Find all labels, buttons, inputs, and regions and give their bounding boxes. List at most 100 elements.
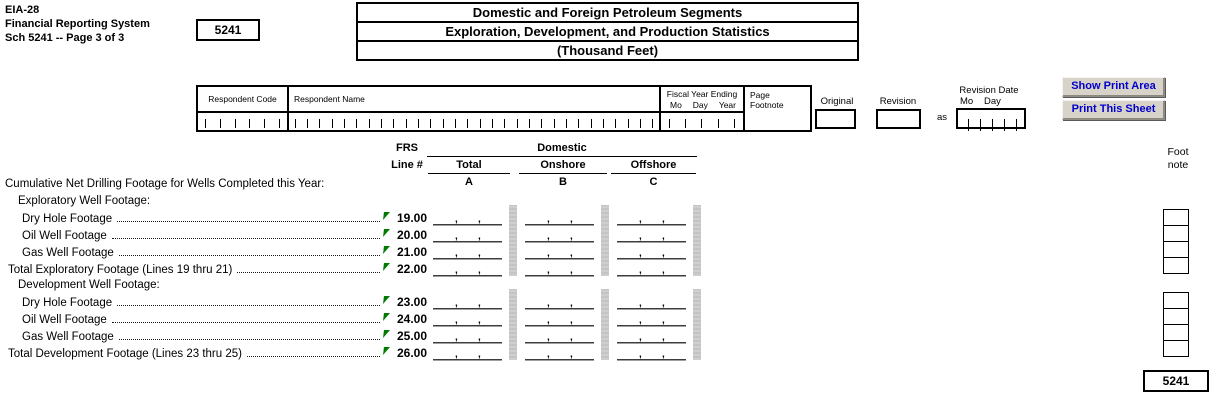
column-separator (601, 289, 609, 360)
data-entry-cell[interactable]: ,, (525, 259, 594, 276)
revision-checkbox[interactable] (876, 109, 921, 129)
footnote-box[interactable] (1163, 308, 1189, 325)
data-entry-cell[interactable]: ,, (617, 343, 686, 360)
page-footnote-label-2: Footnote (750, 100, 784, 110)
data-entry-cell[interactable]: ,, (525, 242, 594, 259)
data-entry-cell[interactable]: ,, (525, 309, 594, 326)
revision-date-input[interactable] (956, 108, 1026, 131)
tick (249, 119, 251, 128)
dotted-leader (111, 238, 380, 239)
fiscal-mo-label: Mo (670, 100, 682, 110)
data-entry-cell[interactable]: ,, (525, 343, 594, 360)
tick (980, 119, 981, 131)
as-label: as (937, 112, 948, 123)
dotted-leader (111, 322, 380, 323)
sheet-label: Sch 5241 -- Page 3 of 3 (5, 32, 125, 44)
offshore-column-header: Offshore (630, 159, 677, 171)
data-entry-cell[interactable]: ,, (433, 208, 502, 225)
tick (294, 119, 296, 128)
data-entry-cell[interactable]: ,, (433, 326, 502, 343)
tick (442, 119, 444, 128)
revision-label: Revision (879, 96, 917, 107)
comment-flag-icon (383, 313, 390, 321)
data-entry-cell[interactable]: ,, (617, 292, 686, 309)
fiscal-yr-label: Year (718, 100, 736, 110)
fiscal-day-label: Day (692, 100, 708, 110)
frs-line-number: 21.00 (396, 245, 427, 259)
footnote-box[interactable] (1163, 324, 1189, 341)
schedule-code-box-top: 5241 (196, 19, 260, 41)
show-print-area-button[interactable]: Show Print Area (1062, 77, 1165, 97)
data-entry-cell[interactable]: ,, (617, 309, 686, 326)
tick (219, 119, 221, 128)
tick (652, 119, 654, 128)
offshore-underline (611, 173, 696, 174)
tick (992, 119, 993, 131)
page-footnote-field[interactable]: Page Footnote (743, 87, 806, 130)
respondent-name-input[interactable] (287, 111, 659, 130)
tick (368, 119, 370, 128)
data-entry-cell[interactable]: ,, (525, 292, 594, 309)
tick (668, 119, 670, 128)
group2-title: Development Well Footage: (18, 279, 160, 291)
fiscal-year-header: Fiscal Year Ending Mo Day Year (659, 87, 743, 111)
data-entry-cell[interactable]: ,, (617, 259, 686, 276)
title-line-2: Exploration, Development, and Production… (356, 21, 859, 42)
footnote-box[interactable] (1163, 340, 1189, 357)
footnote-box[interactable] (1163, 257, 1189, 274)
print-this-sheet-button[interactable]: Print This Sheet (1062, 100, 1165, 120)
row-label: Dry Hole Footage (22, 213, 113, 225)
data-entry-cell[interactable]: ,, (617, 242, 686, 259)
footnote-box[interactable] (1163, 292, 1189, 309)
row-oil-well-development: Oil Well Footage 24.00 (22, 312, 427, 326)
data-entry-cell[interactable]: ,, (525, 326, 594, 343)
row-dry-hole-development: Dry Hole Footage 23.00 (22, 295, 427, 309)
row-label: Dry Hole Footage (22, 297, 113, 309)
tick (479, 119, 481, 128)
data-entry-cell[interactable]: ,, (433, 309, 502, 326)
fiscal-year-input[interactable] (659, 111, 743, 130)
data-entry-cell[interactable]: ,, (433, 292, 502, 309)
column-separator (601, 205, 609, 276)
footnote-box[interactable] (1163, 241, 1189, 258)
data-entry-cell[interactable]: ,, (525, 208, 594, 225)
domestic-header: Domestic (537, 142, 587, 154)
footnote-box[interactable] (1163, 225, 1189, 242)
footnote-box[interactable] (1163, 209, 1189, 226)
respondent-name-label: Respondent Name (287, 87, 659, 111)
comment-flag-icon (383, 347, 390, 355)
tick (430, 119, 432, 128)
row-label: Gas Well Footage (22, 247, 114, 259)
column-separator (509, 289, 517, 360)
dotted-leader (117, 221, 380, 222)
original-checkbox[interactable] (815, 109, 856, 129)
tick (528, 119, 530, 128)
tick (264, 119, 266, 128)
title-box: Domestic and Foreign Petroleum Segments … (356, 2, 859, 61)
data-entry-cell[interactable]: ,, (433, 343, 502, 360)
tick (717, 119, 719, 128)
data-entry-cell[interactable]: ,, (433, 242, 502, 259)
data-entry-cell[interactable]: ,, (433, 225, 502, 242)
dotted-leader (117, 305, 380, 306)
form-id-block: EIA-28 Financial Reporting System Sch 52… (5, 3, 150, 45)
data-entry-cell[interactable]: ,, (617, 225, 686, 242)
total-underline (428, 173, 510, 174)
row-gas-well-development: Gas Well Footage 25.00 (22, 329, 427, 343)
title-line-1: Domestic and Foreign Petroleum Segments (356, 2, 859, 23)
data-entry-cell[interactable]: ,, (433, 259, 502, 276)
tick (553, 119, 555, 128)
tick (491, 119, 493, 128)
frs-line-number: 19.00 (396, 211, 427, 225)
row-total-exploratory: Total Exploratory Footage (Lines 19 thru… (8, 262, 427, 276)
data-cells-exploratory: ,, ,, ,, ,, ,, ,, ,, ,, ,, ,, ,, ,, (433, 208, 686, 276)
row-label: Gas Well Footage (22, 331, 114, 343)
data-entry-cell[interactable]: ,, (617, 326, 686, 343)
comment-flag-icon (383, 246, 390, 254)
respondent-code-input[interactable] (198, 111, 287, 130)
data-entry-cell[interactable]: ,, (525, 225, 594, 242)
footnote-label-line2: note (1167, 159, 1189, 171)
row-oil-well-exploratory: Oil Well Footage 20.00 (22, 228, 427, 242)
data-entry-cell[interactable]: ,, (617, 208, 686, 225)
column-letter-c: C (649, 176, 658, 188)
